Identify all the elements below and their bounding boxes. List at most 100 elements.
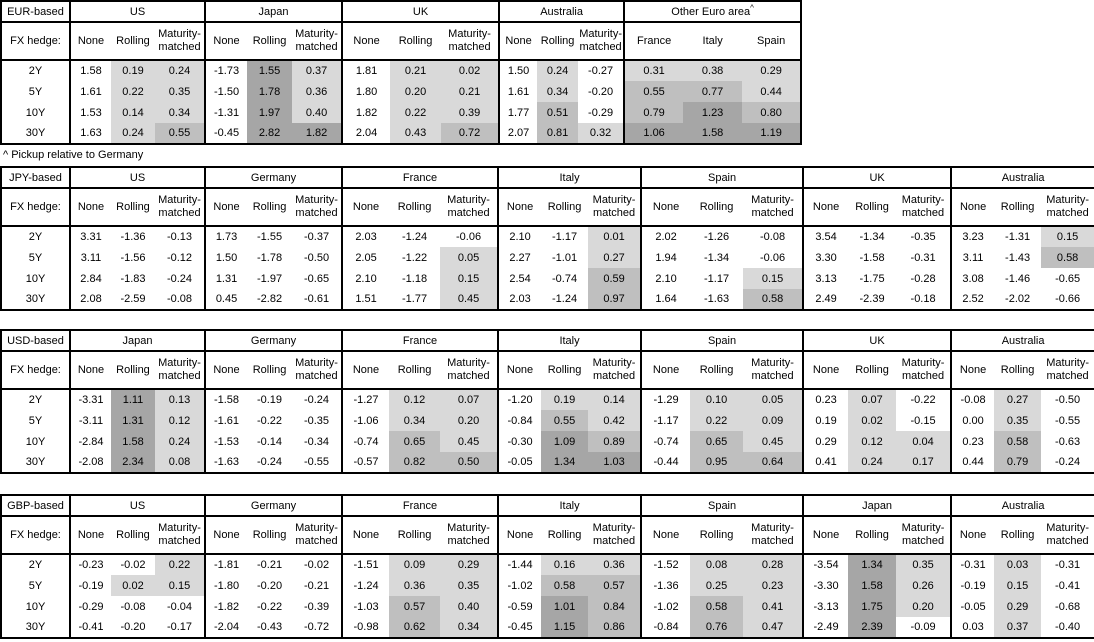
value-cell: 2.54 xyxy=(497,268,542,289)
hedge-type-header: Rolling xyxy=(389,516,441,555)
value-cell: 0.27 xyxy=(588,247,642,268)
country-header: UK xyxy=(802,167,952,189)
value-cell: -1.58 xyxy=(204,389,248,410)
value-cell: -1.17 xyxy=(640,410,691,431)
value-cell: 1.94 xyxy=(640,247,691,268)
value-cell: -0.41 xyxy=(1055,579,1081,592)
value-cell: -1.58 xyxy=(859,251,885,264)
hedge-type-header: None xyxy=(69,516,111,555)
value-cell: 0.29 xyxy=(802,431,849,452)
hedge-type-header: Maturity-matched xyxy=(743,351,804,390)
hedge-type-header: Maturity-matched xyxy=(155,188,206,227)
value-cell: 3.11 xyxy=(69,247,111,268)
value-cell: 0.44 xyxy=(950,452,995,473)
value-cell: -0.22 xyxy=(256,414,283,427)
tenor-label: 5Y xyxy=(28,414,43,427)
value-cell: 0.10 xyxy=(690,389,744,410)
value-cell: -1.17 xyxy=(552,231,578,243)
hedge-type-header: Rolling xyxy=(994,188,1042,227)
value-cell: -0.55 xyxy=(1055,414,1081,427)
value-cell: -0.08 xyxy=(950,389,995,410)
value-cell: -0.31 xyxy=(950,554,995,575)
value-cell: -0.74 xyxy=(552,272,578,285)
value-cell: 1.58 xyxy=(848,575,897,596)
country-header: Italy xyxy=(497,495,642,517)
value-cell: -1.27 xyxy=(341,389,390,410)
value-cell: -3.54 xyxy=(802,554,849,575)
value-cell: -0.24 xyxy=(303,394,330,406)
value-cell: 1.11 xyxy=(111,389,155,410)
hedge-type-header: Maturity-matched xyxy=(155,516,206,555)
hedge-type-header: None xyxy=(69,351,111,390)
country-header: France xyxy=(341,330,499,352)
country-header: Australia xyxy=(950,495,1094,517)
hedge-type-header: Rolling xyxy=(690,351,744,390)
value-cell: -0.45 xyxy=(204,123,248,144)
value-cell: -2.39 xyxy=(859,293,885,305)
value-cell: -0.06 xyxy=(760,251,786,264)
value-cell: 0.02 xyxy=(848,410,897,431)
fx-hedge-label: FX hedge: xyxy=(1,188,70,227)
value-cell: 0.35 xyxy=(994,410,1042,431)
value-cell: -1.34 xyxy=(704,251,730,264)
hedge-type-header: None xyxy=(341,22,391,61)
table-row: 30Y 1.63 0.24 0.55 -0.45 2.82 1.82 2.04 0.43 0.72… xyxy=(1,123,802,144)
table-row: 10Y -2.84 1.58 0.24 -1.53 -0.14 -0.34 -0.74 0.65… xyxy=(1,431,1094,452)
value-cell: -1.56 xyxy=(120,251,146,264)
value-cell: -1.26 xyxy=(704,231,730,243)
value-cell: 0.03 xyxy=(994,554,1042,575)
tenor-label: 5Y xyxy=(28,251,43,264)
value-cell: 0.44 xyxy=(742,81,802,102)
value-cell: 0.42 xyxy=(588,410,642,431)
value-cell: 0.21 xyxy=(390,60,442,81)
hedge-type-header: Maturity-matched xyxy=(441,22,500,61)
value-cell: 0.35 xyxy=(440,575,499,596)
value-cell: -0.20 xyxy=(120,621,146,633)
eur-based-table: EUR-based US Japan UK Australia Other Euro ar… xyxy=(0,0,803,145)
value-cell: -0.15 xyxy=(910,414,936,427)
value-cell: -0.18 xyxy=(910,293,936,305)
tenor-label: 5Y xyxy=(28,579,43,592)
tenor-label: 10Y xyxy=(25,600,46,613)
value-cell: -2.59 xyxy=(120,293,146,305)
value-cell: -0.30 xyxy=(497,431,542,452)
hedge-type-header: None xyxy=(640,351,691,390)
value-cell: 0.23 xyxy=(950,431,995,452)
footnote-marker: ^ xyxy=(750,2,754,12)
hedge-type-header: Maturity-matched xyxy=(578,22,625,61)
hedge-type-header: Rolling xyxy=(389,351,441,390)
hedge-type-header: Maturity-matched xyxy=(292,351,343,390)
value-cell: 0.89 xyxy=(588,431,642,452)
value-cell: -0.40 xyxy=(1055,621,1081,633)
hedge-type-header: Maturity-matched xyxy=(1041,351,1094,390)
value-cell: 0.23 xyxy=(802,389,849,410)
value-cell: 3.13 xyxy=(802,268,849,289)
value-cell: -0.84 xyxy=(640,617,691,638)
value-cell: -1.18 xyxy=(401,272,428,285)
hedge-type-header: Rolling xyxy=(537,22,579,61)
value-cell: 0.20 xyxy=(390,81,442,102)
value-cell: -2.82 xyxy=(256,293,283,305)
value-cell: -1.78 xyxy=(256,251,283,264)
value-cell: -0.20 xyxy=(256,579,283,592)
value-cell: 0.79 xyxy=(623,102,684,123)
value-cell: -1.24 xyxy=(341,575,390,596)
value-cell: -0.65 xyxy=(1055,272,1081,285)
hedge-type-header: None xyxy=(204,22,248,61)
value-cell: 0.79 xyxy=(994,452,1042,473)
value-cell: -1.82 xyxy=(204,596,248,617)
value-cell: -1.77 xyxy=(401,293,428,305)
value-cell: -0.05 xyxy=(950,596,995,617)
value-cell: 0.36 xyxy=(588,554,642,575)
hedge-type-header: Rolling xyxy=(541,516,589,555)
hedge-type-header: None xyxy=(802,351,849,390)
value-cell: 0.34 xyxy=(440,617,499,638)
value-cell: -0.65 xyxy=(303,272,330,285)
value-cell: 2.07 xyxy=(498,123,538,144)
value-cell: 0.58 xyxy=(994,431,1042,452)
value-cell: -1.02 xyxy=(497,575,542,596)
value-cell: -1.03 xyxy=(341,596,390,617)
value-cell: 0.29 xyxy=(742,60,802,81)
hedge-type-header: Rolling xyxy=(848,188,897,227)
